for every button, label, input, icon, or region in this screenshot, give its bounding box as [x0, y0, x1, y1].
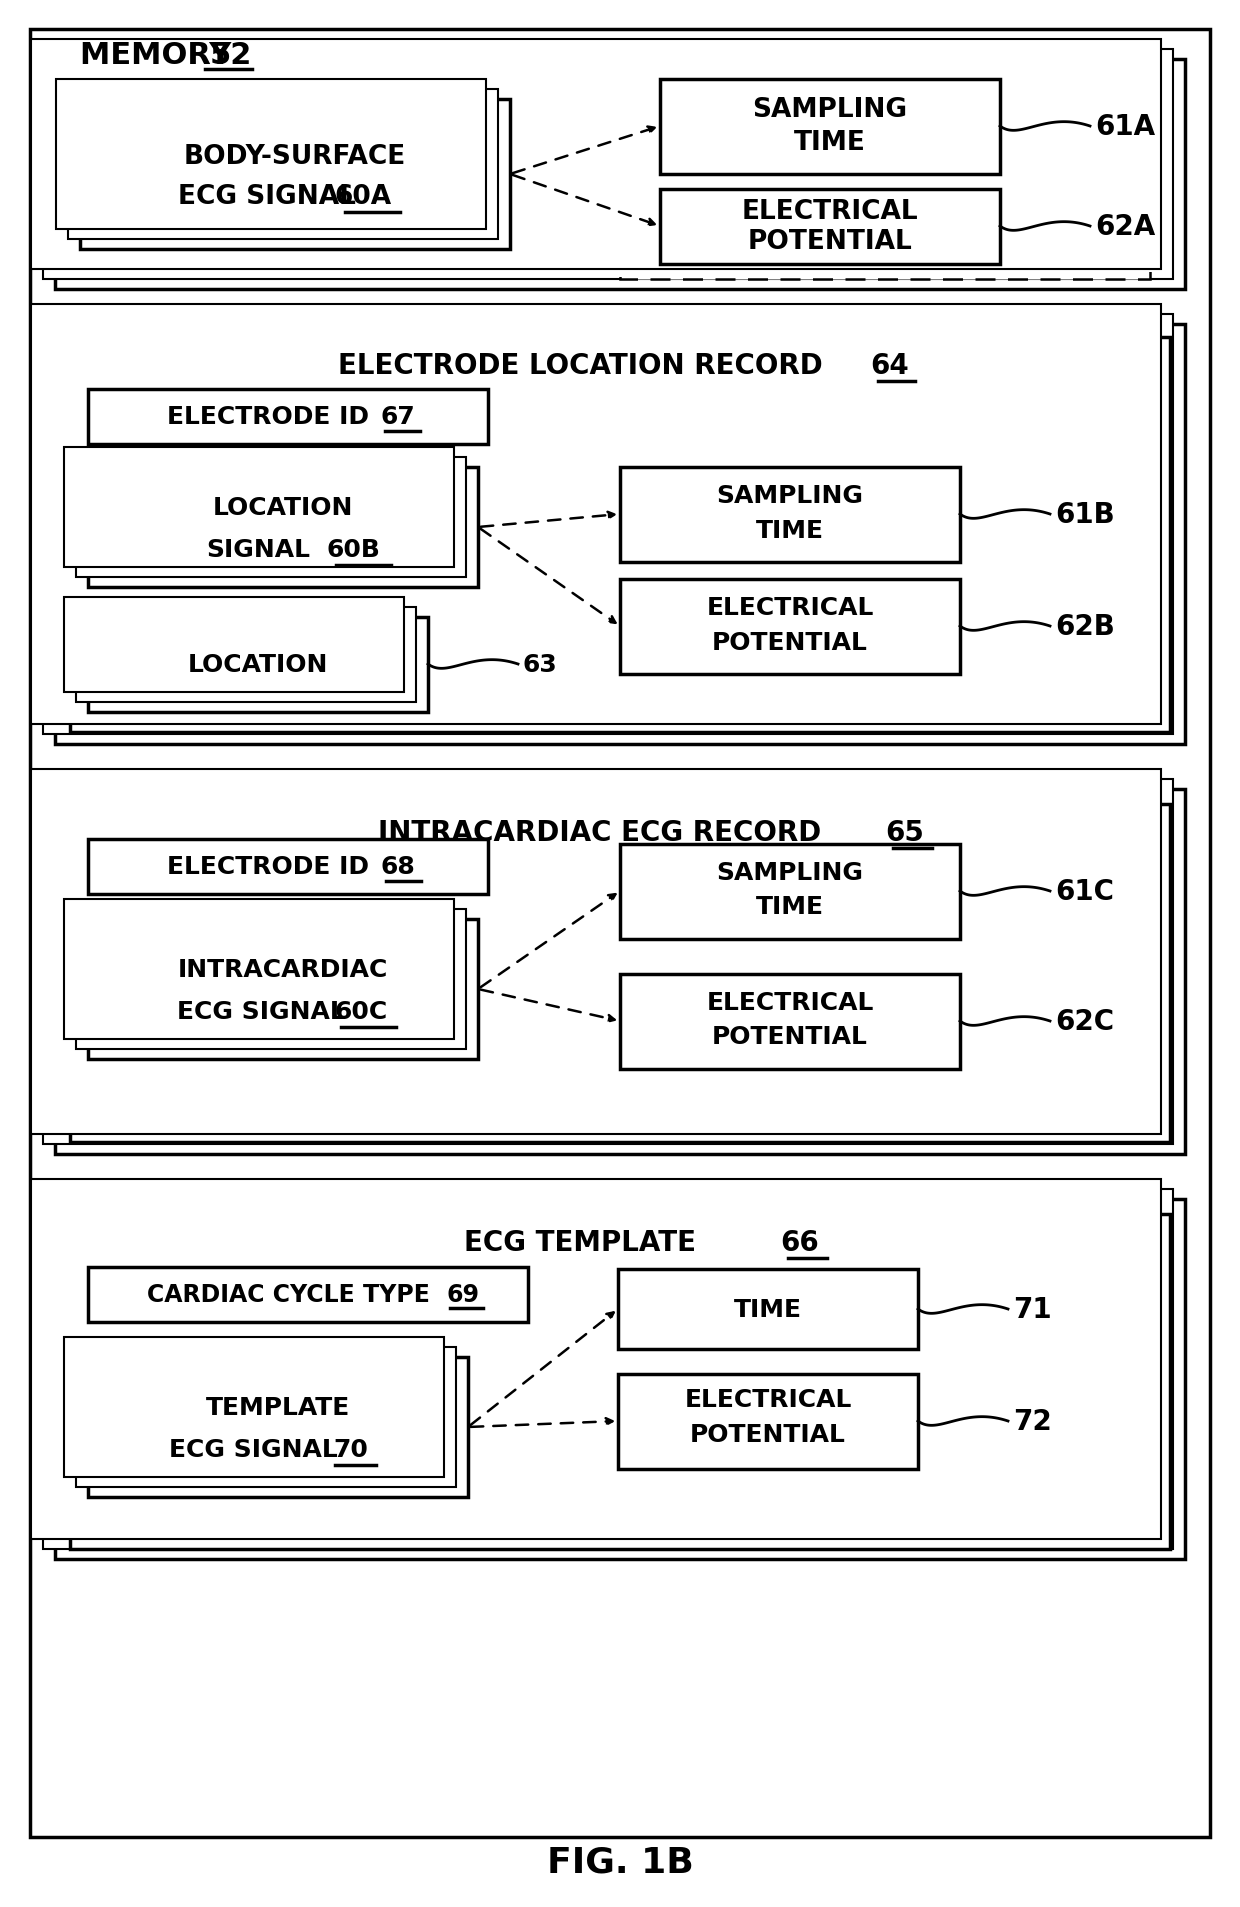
Bar	[43, 315, 1173, 734]
Bar	[55, 1200, 1185, 1560]
Bar	[31, 1179, 1161, 1539]
Text: BODY-SURFACE: BODY-SURFACE	[184, 143, 407, 170]
Bar	[69, 805, 1171, 1142]
Bar	[618, 1270, 918, 1350]
Text: ECG SIGNAL: ECG SIGNAL	[179, 183, 356, 210]
Bar	[69, 1215, 1171, 1548]
Bar	[69, 338, 1171, 732]
Text: 62C: 62C	[1055, 1007, 1114, 1036]
Text: TIME: TIME	[756, 894, 825, 919]
Text: TIME: TIME	[734, 1297, 802, 1322]
Bar	[55, 789, 1185, 1154]
Text: LOCATION: LOCATION	[187, 652, 329, 677]
Bar	[76, 458, 466, 578]
Text: ELECTRICAL: ELECTRICAL	[742, 198, 919, 225]
Text: 67: 67	[381, 404, 415, 429]
Bar	[76, 910, 466, 1049]
Text: 62A: 62A	[1095, 214, 1156, 240]
Bar	[88, 618, 428, 713]
Bar	[64, 1337, 444, 1478]
Text: 52: 52	[210, 40, 253, 69]
Text: ELECTRICAL: ELECTRICAL	[707, 595, 874, 620]
Bar	[88, 389, 489, 444]
Text: 61A: 61A	[1095, 113, 1156, 141]
Bar	[76, 608, 415, 702]
Text: 60B: 60B	[326, 538, 379, 563]
Bar	[43, 1190, 1173, 1548]
Bar	[55, 324, 1185, 744]
Text: 69: 69	[446, 1282, 480, 1306]
Text: SAMPLING: SAMPLING	[753, 97, 908, 122]
Text: 61B: 61B	[1055, 502, 1115, 528]
Text: 64: 64	[870, 351, 909, 379]
Text: 70: 70	[334, 1438, 368, 1461]
Bar	[88, 839, 489, 894]
Bar	[31, 40, 1161, 271]
Text: SAMPLING: SAMPLING	[717, 484, 863, 507]
Text: 71: 71	[1013, 1295, 1052, 1323]
Bar	[580, 1255, 1090, 1520]
Bar	[76, 1346, 456, 1487]
Bar	[660, 191, 999, 265]
Text: 63: 63	[523, 652, 558, 677]
Text: INTRACARDIAC: INTRACARDIAC	[177, 957, 388, 982]
Text: 60C: 60C	[335, 999, 388, 1024]
Bar	[660, 80, 999, 175]
Bar	[88, 1358, 467, 1497]
Bar	[88, 919, 477, 1060]
Text: ECG SIGNAL: ECG SIGNAL	[176, 999, 346, 1024]
Text: POTENTIAL: POTENTIAL	[748, 229, 913, 256]
Text: ECG TEMPLATE: ECG TEMPLATE	[464, 1228, 696, 1257]
Bar	[620, 974, 960, 1070]
Bar	[88, 467, 477, 587]
Text: ELECTRODE ID: ELECTRODE ID	[167, 404, 370, 429]
Bar	[580, 830, 1110, 1100]
Bar	[88, 1268, 528, 1322]
Bar	[56, 80, 486, 231]
Bar	[580, 450, 1110, 690]
Text: ELECTRICAL: ELECTRICAL	[707, 990, 874, 1015]
Text: SAMPLING: SAMPLING	[717, 860, 863, 885]
Text: 65: 65	[885, 818, 925, 847]
Text: FIG. 1B: FIG. 1B	[547, 1846, 693, 1878]
Bar	[81, 99, 510, 250]
Text: 72: 72	[1013, 1407, 1052, 1436]
Bar	[620, 580, 960, 675]
Text: CARDIAC CYCLE TYPE: CARDIAC CYCLE TYPE	[146, 1282, 429, 1306]
Text: POTENTIAL: POTENTIAL	[691, 1423, 846, 1446]
Text: INTRACARDIAC ECG RECORD: INTRACARDIAC ECG RECORD	[378, 818, 822, 847]
Text: TEMPLATE: TEMPLATE	[206, 1396, 350, 1419]
Text: POTENTIAL: POTENTIAL	[712, 1024, 868, 1049]
Bar	[64, 448, 454, 568]
Bar	[68, 90, 498, 240]
Bar	[55, 59, 1185, 290]
Text: 62B: 62B	[1055, 612, 1115, 641]
Text: TIME: TIME	[794, 130, 866, 156]
Text: 60A: 60A	[335, 183, 392, 210]
Bar	[620, 467, 960, 563]
Text: 66: 66	[781, 1228, 820, 1257]
Bar	[64, 900, 454, 1039]
Bar	[43, 780, 1173, 1144]
Text: ELECTRODE LOCATION RECORD: ELECTRODE LOCATION RECORD	[337, 351, 822, 379]
Text: POTENTIAL: POTENTIAL	[712, 631, 868, 654]
Text: ELECTRICAL: ELECTRICAL	[684, 1386, 852, 1411]
Text: ELECTRODE ID: ELECTRODE ID	[167, 854, 370, 879]
Bar	[620, 845, 960, 940]
Bar	[620, 55, 1149, 280]
Bar	[43, 50, 1173, 280]
Text: LOCATION: LOCATION	[213, 496, 353, 521]
Text: 68: 68	[381, 854, 415, 879]
Text: 61C: 61C	[1055, 877, 1114, 906]
Text: ECG SIGNAL: ECG SIGNAL	[169, 1438, 337, 1461]
Text: TIME: TIME	[756, 519, 825, 543]
Bar	[64, 597, 404, 692]
Text: MEMORY: MEMORY	[81, 40, 242, 69]
Bar	[31, 305, 1161, 725]
Text: SIGNAL: SIGNAL	[206, 538, 310, 563]
Bar	[618, 1375, 918, 1468]
Bar	[31, 770, 1161, 1135]
